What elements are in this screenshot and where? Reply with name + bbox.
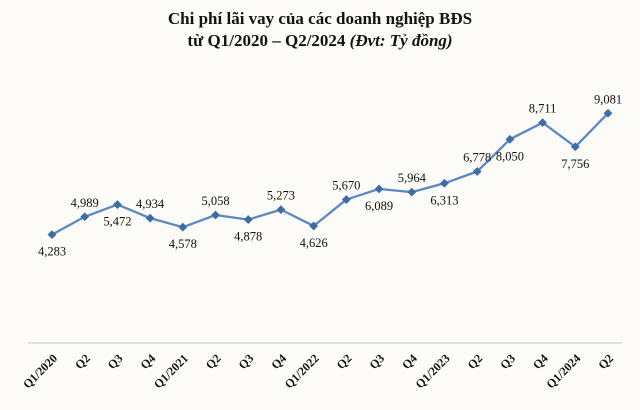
chart-title-period: từ Q1/2020 – Q2/2024 [187,31,346,51]
x-axis-tick-label: Q4 [399,351,420,372]
chart-title-line1: Chi phí lãi vay của các doanh nghiệp BĐS [167,9,473,28]
data-point-marker [374,184,384,194]
data-label: 5,670 [332,179,360,193]
x-axis-tick-label: Q3 [236,351,257,372]
data-point-marker [276,205,286,214]
data-label: 6,778 [463,151,491,165]
x-axis-tick-label: Q1/2024 [543,351,583,391]
x-axis-tick-label: Q1/2020 [20,351,60,391]
x-axis-tick-label: Q1/2023 [413,351,453,391]
data-label: 9,081 [594,92,622,106]
data-point-marker [570,142,580,152]
data-label: 4,283 [38,245,66,259]
x-axis-tick-label: Q3 [105,351,126,372]
data-label: 4,989 [71,196,99,210]
data-label: 6,313 [430,193,458,207]
x-axis-tick-label: Q3 [366,351,387,372]
data-label: 4,578 [169,237,197,251]
data-point-marker [47,230,57,240]
x-axis-tick-label: Q4 [530,351,551,372]
series-line [50,112,610,236]
data-label: 8,711 [529,102,557,116]
data-point-marker [178,222,188,232]
x-axis-tick-label: Q1/2022 [282,351,322,391]
data-point-marker [341,195,351,204]
x-axis-tick-label: Q1/2021 [151,351,191,391]
x-axis-tick-label: Q3 [497,351,518,372]
chart-title-unit: (Đvt: Tỷ đồng) [349,31,453,51]
data-label: 5,058 [201,194,229,208]
chart-title-line2: từ Q1/2020 – Q2/2024 (Đvt: Tỷ đồng) [0,30,640,52]
line-chart: 4,283 Q1/2020 4,989 Q2 5,472 Q3 4,934 Q4 4,578 Q1… [20,92,622,391]
data-label: 5,964 [398,171,427,185]
data-point-marker [211,210,220,220]
x-axis-tick-label: Q2 [334,351,355,372]
data-label: 7,756 [561,157,589,171]
data-point-marker [309,221,319,231]
x-axis-tick-label: Q4 [137,351,158,372]
x-axis-tick-label: Q4 [268,351,289,372]
data-point-marker [145,213,155,223]
data-label: 5,472 [103,215,131,229]
x-axis-tick-label: Q2 [203,351,224,372]
data-point-marker [440,178,449,188]
data-point-marker [472,167,482,176]
x-axis-tick-label: Q2 [595,351,616,372]
data-point-marker [243,215,253,224]
data-point-marker [407,187,417,197]
data-label: 6,089 [365,199,393,213]
data-point-marker [603,108,613,118]
data-point-marker [80,212,90,222]
data-point-marker [113,200,122,209]
data-label: 4,934 [136,197,165,211]
data-label: 8,050 [496,149,524,163]
x-axis-tick-label: Q2 [72,351,93,372]
data-label: 4,626 [300,236,328,250]
x-axis-tick-label: Q2 [465,351,486,372]
data-point-marker [505,134,515,144]
chart-title: Chi phí lãi vay của các doanh nghiệp BĐS… [0,0,640,60]
data-label: 4,878 [234,230,262,244]
data-label: 5,273 [267,189,295,203]
